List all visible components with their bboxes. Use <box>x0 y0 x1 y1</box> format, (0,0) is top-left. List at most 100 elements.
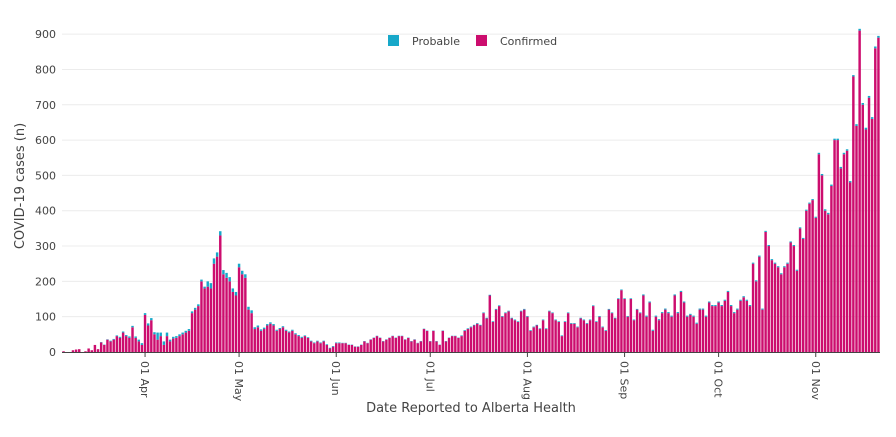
bar-confirmed <box>464 331 466 352</box>
bar-probable <box>329 348 331 349</box>
bar-probable <box>492 321 494 322</box>
bar-confirmed <box>413 340 415 352</box>
bar-confirmed <box>197 306 199 352</box>
bar-confirmed <box>601 327 603 352</box>
legend-label: Confirmed <box>500 35 557 48</box>
bar-confirmed <box>294 334 296 352</box>
bar-confirmed <box>94 345 96 352</box>
bar-confirmed <box>438 345 440 352</box>
bar-probable <box>827 213 829 214</box>
bar-confirmed <box>410 341 412 352</box>
bar-probable <box>147 323 149 325</box>
bar-confirmed <box>119 338 121 352</box>
bar-confirmed <box>266 326 268 352</box>
bar-confirmed <box>416 343 418 352</box>
bar-probable <box>269 322 271 323</box>
bar-probable <box>131 326 133 327</box>
bar-confirmed <box>758 257 760 352</box>
bar-probable <box>489 295 491 296</box>
x-tick-label: 01 Jun <box>329 361 342 396</box>
bar-probable <box>617 298 619 299</box>
bar-probable <box>128 336 130 337</box>
bar-confirmed <box>297 336 299 352</box>
y-tick-label: 800 <box>35 63 56 76</box>
bar-confirmed <box>658 320 660 352</box>
bar-probable <box>623 298 625 299</box>
bar-confirmed <box>730 306 732 352</box>
bar-probable <box>768 245 770 246</box>
bar-confirmed <box>827 214 829 352</box>
bar-confirmed <box>445 341 447 352</box>
bar-probable <box>686 316 688 317</box>
bar-confirmed <box>630 299 632 352</box>
bar-confirmed <box>868 98 870 352</box>
bar-confirmed <box>269 324 271 352</box>
bar-confirmed <box>316 341 318 352</box>
bar-probable <box>642 294 644 295</box>
bar-confirmed <box>451 336 453 352</box>
bar-probable <box>554 320 556 321</box>
x-tick-label: 01 May <box>232 361 245 402</box>
bar-probable <box>695 323 697 324</box>
bar-probable <box>605 330 607 331</box>
bar-probable <box>263 328 265 329</box>
bar-probable <box>620 289 622 290</box>
bar-confirmed <box>570 324 572 352</box>
bar-confirmed <box>138 341 140 352</box>
bar-confirmed <box>62 351 64 352</box>
gridlines <box>62 34 880 317</box>
bar-confirmed <box>711 306 713 352</box>
bar-confirmed <box>467 329 469 352</box>
bar-probable <box>799 227 801 228</box>
bar-confirmed <box>482 313 484 352</box>
bar-probable <box>673 294 675 295</box>
bar-confirmed <box>523 310 525 352</box>
x-tick-label: 01 Oct <box>712 361 725 398</box>
bar-probable <box>232 288 234 292</box>
bar-confirmed <box>385 340 387 352</box>
bar-confirmed <box>786 264 788 352</box>
bar-probable <box>216 252 218 256</box>
bar-probable <box>219 231 221 235</box>
bar-confirmed <box>250 313 252 352</box>
bar-confirmed <box>652 331 654 352</box>
bar-confirmed <box>476 324 478 352</box>
bar-confirmed <box>517 322 519 352</box>
bar-probable <box>291 330 293 331</box>
bar-confirmed <box>134 338 136 352</box>
bar-probable <box>112 339 114 340</box>
bar-confirmed <box>160 336 162 352</box>
bar-confirmed <box>511 318 513 352</box>
bar-probable <box>153 332 155 334</box>
bar-probable <box>178 334 180 336</box>
bar-confirmed <box>655 317 657 352</box>
bar-confirmed <box>664 310 666 352</box>
bar-confirmed <box>432 331 434 352</box>
bar-confirmed <box>232 292 234 352</box>
bar-probable <box>335 342 337 343</box>
bar-confirmed <box>272 326 274 352</box>
bar-confirmed <box>407 338 409 352</box>
bar-probable <box>225 273 227 278</box>
bar-probable <box>796 270 798 271</box>
bar-confirmed <box>805 211 807 352</box>
bar-confirmed <box>144 315 146 352</box>
bar-confirmed <box>100 342 102 352</box>
bar-confirmed <box>749 306 751 352</box>
bar-confirmed <box>207 287 209 352</box>
bar-confirmed <box>172 339 174 352</box>
bar-probable <box>460 335 462 336</box>
bar-probable <box>166 333 168 337</box>
bar-probable <box>736 309 738 310</box>
bar-confirmed <box>586 324 588 352</box>
bar-probable <box>780 273 782 274</box>
bar-confirmed <box>87 348 89 352</box>
bar-confirmed <box>354 347 356 352</box>
bar-confirmed <box>84 351 86 352</box>
bar-confirmed <box>404 340 406 352</box>
bar-probable <box>545 328 547 329</box>
bar-probable <box>708 301 710 302</box>
bar-probable <box>611 312 613 313</box>
bar-confirmed <box>423 329 425 352</box>
bar-probable <box>805 210 807 211</box>
